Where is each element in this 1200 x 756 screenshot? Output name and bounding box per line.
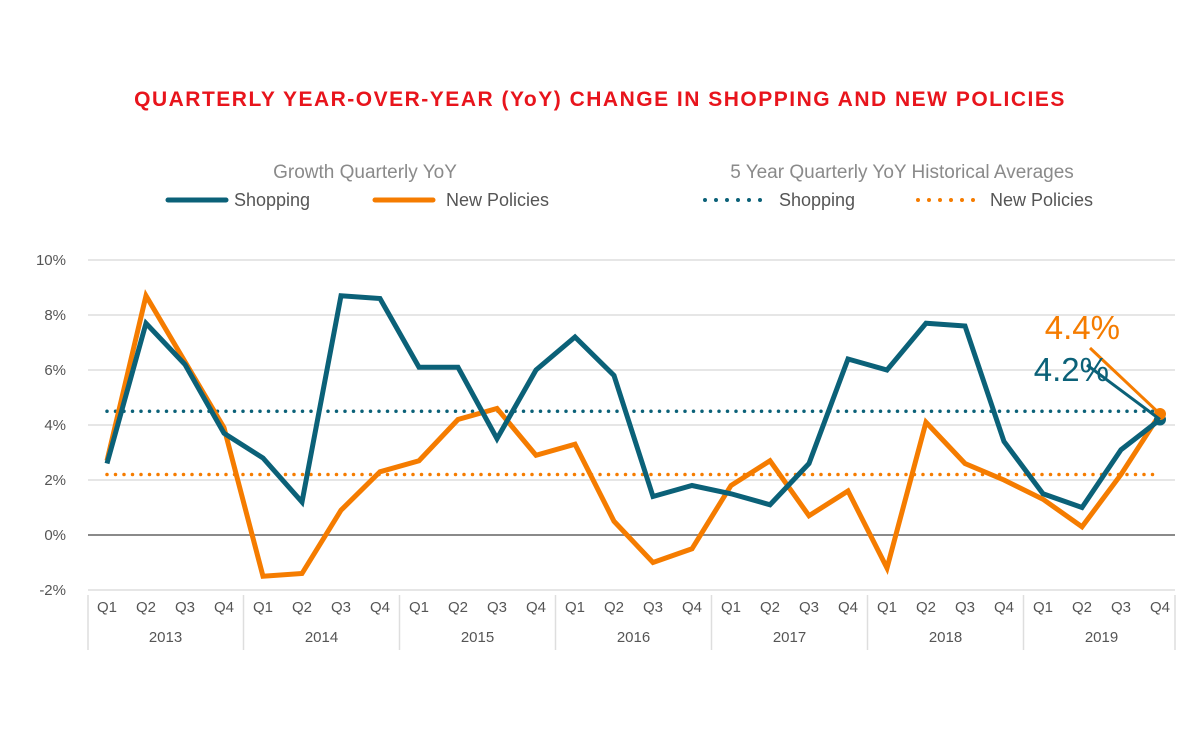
legend-group-averages-title: 5 Year Quarterly YoY Historical Averages [730, 162, 1074, 183]
legend-new-policies-label: New Policies [446, 190, 549, 210]
y-tick-label: 0% [44, 527, 66, 544]
legend-shopping-label: Shopping [234, 190, 310, 210]
series-line-new-policies [104, 289, 1163, 579]
y-tick-label: 2% [44, 472, 66, 489]
x-tick-quarter-label: Q1 [253, 599, 273, 616]
x-tick-quarter-label: Q3 [955, 599, 975, 616]
annotation-shopping-value: 4.2% [1034, 351, 1109, 388]
x-tick-quarter-label: Q2 [136, 599, 156, 616]
x-tick-year-label: 2016 [617, 629, 650, 646]
legend-new-policies-average-label: New Policies [990, 190, 1093, 210]
x-tick-year-label: 2014 [305, 629, 338, 646]
x-tick-quarter-label: Q3 [799, 599, 819, 616]
annotation-leader-shopping [1086, 363, 1161, 421]
x-tick-year-label: 2019 [1085, 629, 1118, 646]
x-tick-quarter-label: Q4 [838, 599, 858, 616]
x-tick-quarter-label: Q1 [97, 599, 117, 616]
annotation-leader-new-policies [1088, 346, 1162, 416]
x-tick-quarter-label: Q4 [994, 599, 1014, 616]
x-tick-quarter-label: Q2 [292, 599, 312, 616]
x-tick-quarter-label: Q2 [760, 599, 780, 616]
y-tick-label: 10% [36, 252, 66, 269]
x-tick-year-label: 2017 [773, 629, 806, 646]
x-tick-year-label: 2015 [461, 629, 494, 646]
x-tick-year-label: 2013 [149, 629, 182, 646]
series-line-shopping [104, 293, 1162, 511]
x-tick-quarter-label: Q3 [331, 599, 351, 616]
x-tick-quarter-label: Q1 [409, 599, 429, 616]
x-tick-quarter-label: Q2 [604, 599, 624, 616]
annotation-new-policies-value: 4.4% [1045, 309, 1120, 346]
x-tick-quarter-label: Q3 [487, 599, 507, 616]
x-tick-quarter-label: Q2 [1072, 599, 1092, 616]
x-tick-quarter-label: Q3 [1111, 599, 1131, 616]
y-tick-label: 6% [44, 362, 66, 379]
legend-shopping-average-label: Shopping [779, 190, 855, 210]
x-tick-quarter-label: Q1 [565, 599, 585, 616]
x-tick-quarter-label: Q3 [643, 599, 663, 616]
x-tick-quarter-label: Q4 [1150, 599, 1170, 616]
x-tick-quarter-label: Q1 [721, 599, 741, 616]
x-tick-quarter-label: Q2 [448, 599, 468, 616]
y-tick-label: -2% [39, 582, 66, 599]
y-tick-label: 4% [44, 417, 66, 434]
x-tick-quarter-label: Q1 [877, 599, 897, 616]
x-tick-year-label: 2018 [929, 629, 962, 646]
x-tick-quarter-label: Q2 [916, 599, 936, 616]
chart-title: QUARTERLY YEAR-OVER-YEAR (YoY) CHANGE IN… [134, 88, 1066, 111]
x-tick-quarter-label: Q4 [370, 599, 390, 616]
x-tick-quarter-label: Q1 [1033, 599, 1053, 616]
x-tick-quarter-label: Q4 [682, 599, 702, 616]
x-tick-quarter-label: Q4 [214, 599, 234, 616]
y-tick-label: 8% [44, 307, 66, 324]
legend-group-growth-title: Growth Quarterly YoY [273, 162, 457, 183]
x-tick-quarter-label: Q4 [526, 599, 546, 616]
x-tick-quarter-label: Q3 [175, 599, 195, 616]
